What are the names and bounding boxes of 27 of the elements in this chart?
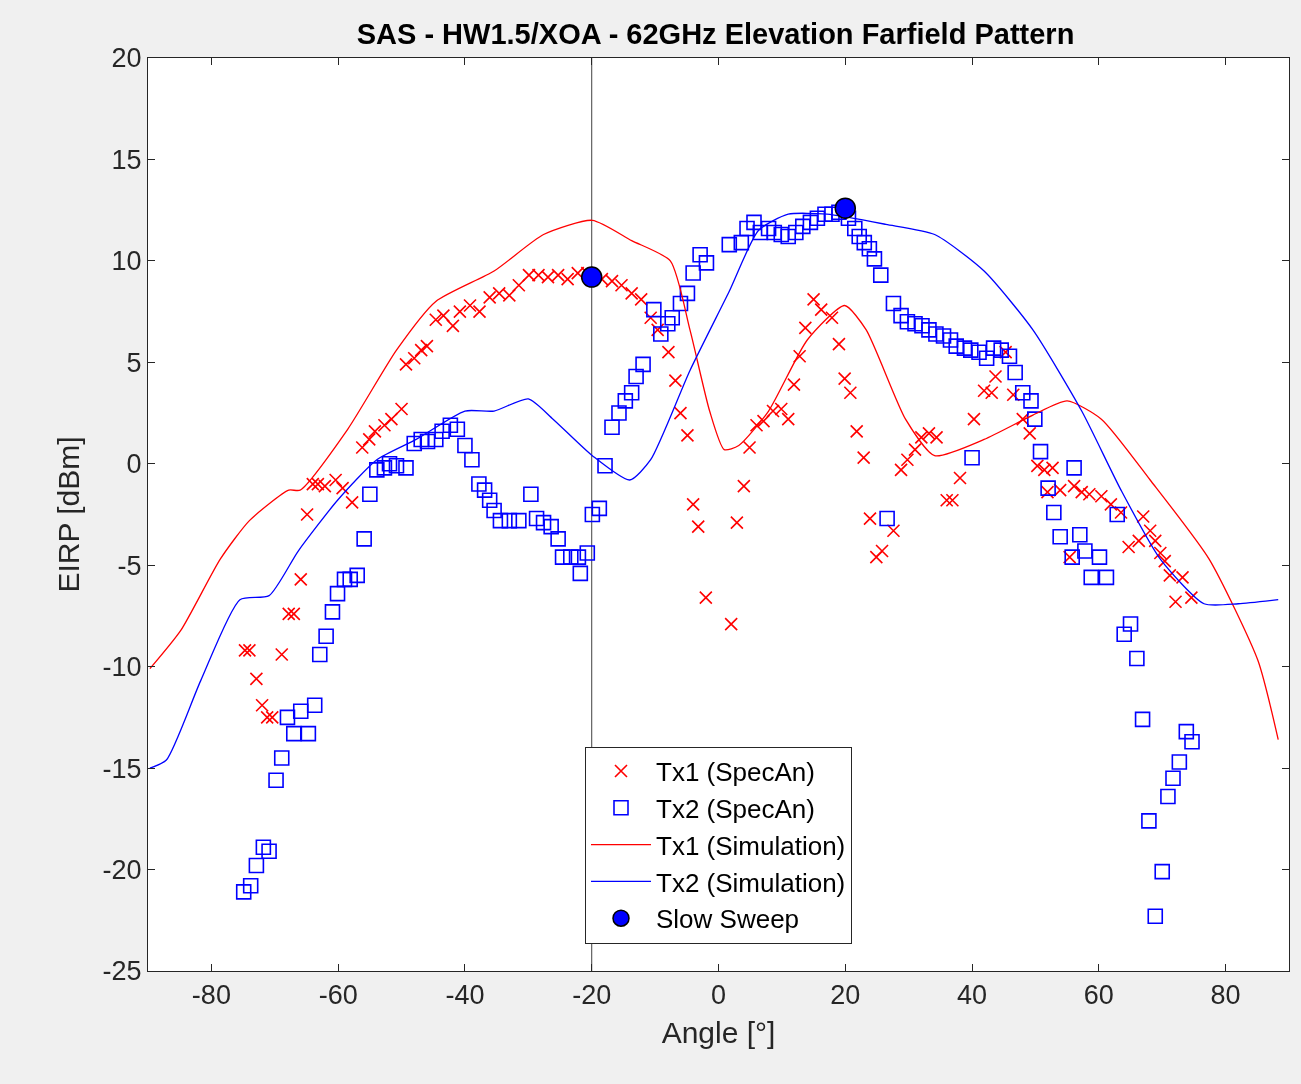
- legend-label: Tx2 (Simulation): [656, 867, 846, 898]
- legend-label: Tx2 (SpecAn): [656, 793, 815, 824]
- x-tick-label: -80: [191, 980, 231, 1011]
- x-axis-title: Angle [°]: [661, 1015, 776, 1049]
- y-tick-label: 10: [111, 246, 142, 277]
- y-tick-label: 5: [126, 347, 142, 378]
- y-tick-label: -25: [102, 956, 142, 987]
- x-tick-label: -60: [318, 980, 358, 1011]
- y-tick-label: 0: [126, 449, 142, 480]
- x-tick-label: -40: [445, 980, 485, 1011]
- legend-label: Tx1 (Simulation): [656, 830, 846, 861]
- y-tick-label: -15: [102, 753, 142, 784]
- legend-label: Tx1 (SpecAn): [656, 757, 815, 788]
- x-tick-label: -20: [572, 980, 612, 1011]
- y-tick-label: -20: [102, 855, 142, 886]
- y-axis-title: EIRP [dBm]: [51, 436, 85, 593]
- x-tick-label: 0: [710, 980, 727, 1011]
- y-tick-label: -10: [102, 652, 142, 683]
- x-tick-label: 60: [1083, 980, 1114, 1011]
- legend-label: Slow Sweep: [656, 904, 800, 935]
- chart-title: SAS - HW1.5/XOA - 62GHz Elevation Farfield Pattern: [356, 18, 1075, 51]
- y-tick-label: -5: [117, 550, 142, 581]
- y-tick-label: 20: [111, 43, 142, 74]
- y-tick-label: 15: [111, 144, 142, 175]
- x-tick-label: 80: [1210, 980, 1241, 1011]
- x-tick-label: 40: [957, 980, 988, 1011]
- x-tick-label: 20: [830, 980, 861, 1011]
